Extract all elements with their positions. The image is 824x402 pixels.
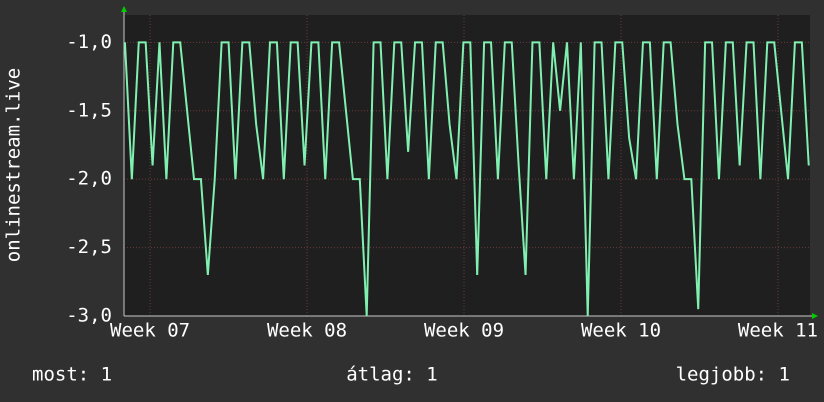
x-tick-label: Week 07	[110, 320, 190, 342]
y-tick-label: -1,5	[66, 99, 112, 121]
data-line	[123, 41, 810, 317]
x-tick-label: Week 08	[267, 320, 347, 342]
stat-best: legjobb: 1	[676, 364, 790, 386]
y-tick-label: -1,0	[66, 31, 112, 53]
stat-now: most: 1	[32, 364, 112, 386]
y-tick-label: -3,0	[66, 305, 112, 327]
y-tick-label: -2,0	[66, 168, 112, 190]
x-tick-label: Week 10	[581, 320, 661, 342]
stat-average: átlag: 1	[346, 364, 438, 386]
x-tick-label: Week 11	[738, 320, 818, 342]
y-arrow	[121, 6, 127, 12]
x-tick-label: Week 09	[424, 320, 504, 342]
plot-area	[124, 15, 810, 316]
y-tick-label: -2,5	[66, 236, 112, 258]
y-axis-label: onlinestream.live	[3, 68, 25, 262]
x-arrow	[812, 313, 818, 319]
